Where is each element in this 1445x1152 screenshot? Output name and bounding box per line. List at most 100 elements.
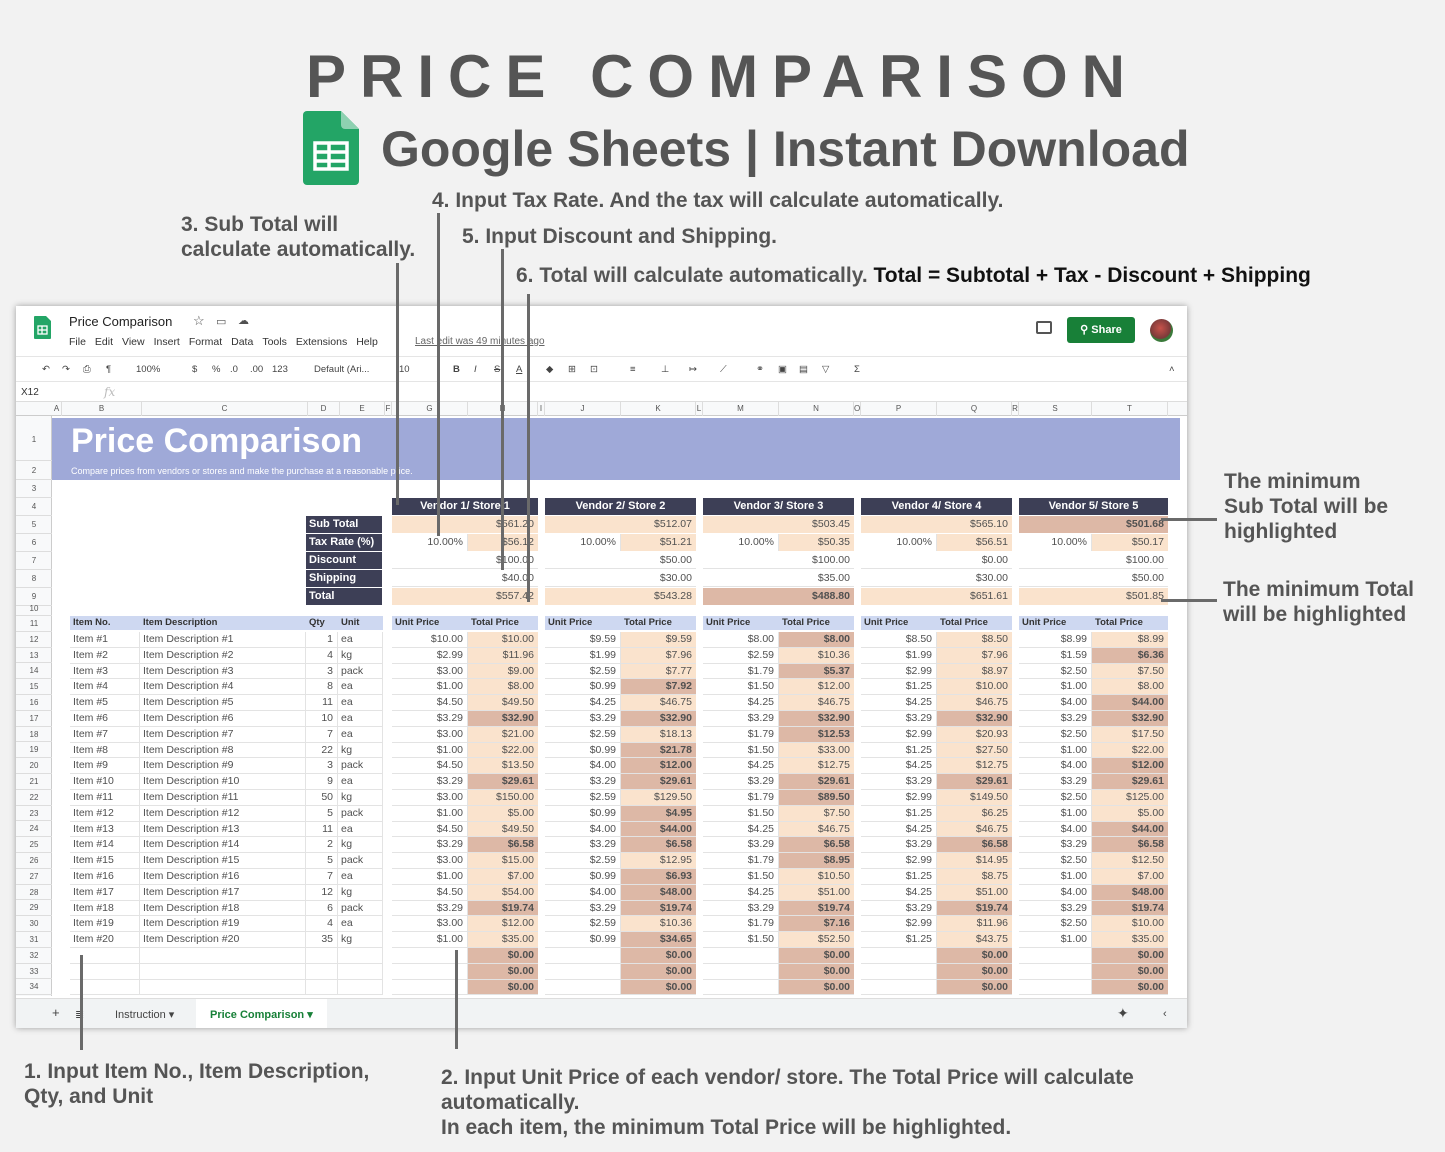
unit-price-cell[interactable] <box>861 948 937 964</box>
unit-price-cell[interactable]: $2.59 <box>545 663 621 680</box>
comment-icon[interactable] <box>1036 321 1052 334</box>
redo-icon[interactable]: ↷ <box>62 364 70 375</box>
unit-price-cell[interactable]: $4.25 <box>861 821 937 838</box>
menu-tools[interactable]: Tools <box>262 336 287 348</box>
unit-price-cell[interactable]: $2.50 <box>1019 916 1092 933</box>
row-header[interactable]: 31 <box>16 932 52 948</box>
unit-price-cell[interactable]: $0.99 <box>545 805 621 822</box>
item-description-cell[interactable]: Item Description #11 <box>140 790 306 806</box>
unit-price-cell[interactable]: $1.79 <box>703 853 779 869</box>
unit-cell[interactable]: kg <box>338 790 383 806</box>
item-description-cell[interactable]: Item Description #18 <box>140 900 306 917</box>
column-header[interactable]: M <box>703 402 779 416</box>
vendor-tax-rate[interactable]: 10.00% <box>703 534 779 551</box>
unit-price-cell[interactable]: $2.99 <box>861 726 937 743</box>
row-header[interactable]: 1 <box>16 418 52 461</box>
unit-price-cell[interactable]: $4.25 <box>703 884 779 901</box>
qty-cell[interactable]: 7 <box>306 869 338 885</box>
unit-price-cell[interactable] <box>703 948 779 964</box>
unit-price-cell[interactable]: $3.29 <box>703 711 779 727</box>
item-description-cell[interactable]: Item Description #7 <box>140 726 306 743</box>
unit-price-cell[interactable]: $1.00 <box>392 932 468 948</box>
unit-price-cell[interactable]: $2.99 <box>861 916 937 933</box>
qty-cell[interactable]: 5 <box>306 805 338 822</box>
qty-cell[interactable]: 22 <box>306 742 338 759</box>
qty-cell[interactable]: 4 <box>306 916 338 933</box>
percent-button[interactable]: % <box>212 364 221 375</box>
unit-price-cell[interactable]: $2.59 <box>545 853 621 869</box>
tab-instruction[interactable]: Instruction ▾ <box>115 1009 175 1021</box>
column-header[interactable]: E <box>340 402 385 416</box>
unit-price-cell[interactable] <box>392 963 468 980</box>
unit-price-cell[interactable]: $4.00 <box>1019 821 1092 838</box>
unit-price-cell[interactable]: $4.50 <box>392 821 468 838</box>
unit-price-cell[interactable]: $3.29 <box>545 774 621 790</box>
unit-cell[interactable]: ea <box>338 711 383 727</box>
row-header[interactable]: 16 <box>16 695 52 711</box>
unit-price-cell[interactable]: $2.59 <box>545 726 621 743</box>
name-box[interactable]: X12 <box>21 387 39 398</box>
row-header[interactable]: 4 <box>16 498 52 516</box>
unit-price-cell[interactable]: $4.50 <box>392 884 468 901</box>
unit-price-cell[interactable]: $2.59 <box>545 916 621 933</box>
unit-price-cell[interactable]: $4.00 <box>1019 884 1092 901</box>
all-sheets-icon[interactable]: ≣ <box>75 1008 84 1021</box>
unit-price-cell[interactable]: $2.50 <box>1019 663 1092 680</box>
menu-edit[interactable]: Edit <box>94 336 114 348</box>
unit-price-cell[interactable]: $3.00 <box>392 916 468 933</box>
unit-price-cell[interactable]: $0.99 <box>545 932 621 948</box>
vendor-shipping[interactable]: $40.00 <box>392 570 538 587</box>
item-description-cell[interactable]: Item Description #6 <box>140 711 306 727</box>
item-description-cell[interactable]: Item Description #17 <box>140 884 306 901</box>
vendor-shipping[interactable]: $30.00 <box>861 570 1012 587</box>
unit-price-cell[interactable]: $3.29 <box>545 900 621 917</box>
row-header[interactable]: 7 <box>16 552 52 570</box>
merge-cells-icon[interactable]: ⊡ <box>590 364 598 375</box>
column-header[interactable]: K <box>621 402 696 416</box>
unit-price-cell[interactable] <box>703 979 779 996</box>
vendor-tax-rate[interactable]: 10.00% <box>392 534 468 551</box>
sheet-subtitle[interactable]: Compare prices from vendors or stores an… <box>71 466 413 476</box>
insert-comment-icon[interactable]: ▣ <box>778 364 787 375</box>
align-vertical-icon[interactable]: ⊥ <box>661 364 670 375</box>
side-panel-toggle-icon[interactable]: ‹ <box>1163 1008 1167 1020</box>
unit-price-cell[interactable]: $3.29 <box>1019 711 1092 727</box>
column-header[interactable]: I <box>538 402 545 416</box>
add-sheet-icon[interactable]: + <box>52 1005 60 1020</box>
empty-cell[interactable] <box>140 979 306 996</box>
row-header[interactable]: 2 <box>16 461 52 480</box>
unit-price-cell[interactable]: $3.00 <box>392 663 468 680</box>
unit-price-cell[interactable]: $2.50 <box>1019 853 1092 869</box>
item-no-cell[interactable]: Item #8 <box>70 742 140 759</box>
unit-cell[interactable]: ea <box>338 695 383 711</box>
row-header[interactable]: 6 <box>16 534 52 552</box>
vendor-shipping[interactable]: $35.00 <box>703 570 854 587</box>
row-header[interactable]: 17 <box>16 711 52 727</box>
unit-cell[interactable]: kg <box>338 884 383 901</box>
unit-price-cell[interactable]: $4.00 <box>1019 695 1092 711</box>
unit-price-cell[interactable]: $3.29 <box>1019 900 1092 917</box>
item-no-cell[interactable]: Item #5 <box>70 695 140 711</box>
qty-cell[interactable]: 8 <box>306 679 338 696</box>
unit-price-cell[interactable]: $1.00 <box>392 742 468 759</box>
tab-price-comparison[interactable]: Price Comparison ▾ <box>196 999 327 1028</box>
cloud-status-icon[interactable]: ☁ <box>238 315 249 327</box>
unit-price-cell[interactable]: $4.50 <box>392 758 468 775</box>
unit-price-cell[interactable]: $1.00 <box>392 869 468 885</box>
unit-price-cell[interactable]: $3.29 <box>545 837 621 854</box>
row-header[interactable]: 25 <box>16 837 52 853</box>
unit-cell[interactable]: ea <box>338 774 383 790</box>
item-description-cell[interactable]: Item Description #13 <box>140 821 306 838</box>
unit-price-cell[interactable]: $1.00 <box>392 679 468 696</box>
unit-cell[interactable]: kg <box>338 932 383 948</box>
qty-cell[interactable]: 2 <box>306 837 338 854</box>
item-no-cell[interactable]: Item #11 <box>70 790 140 806</box>
unit-price-cell[interactable]: $3.29 <box>545 711 621 727</box>
unit-price-cell[interactable]: $1.50 <box>703 869 779 885</box>
unit-price-cell[interactable]: $1.59 <box>1019 647 1092 664</box>
item-description-cell[interactable]: Item Description #9 <box>140 758 306 775</box>
avatar[interactable] <box>1150 319 1173 342</box>
item-no-cell[interactable]: Item #9 <box>70 758 140 775</box>
row-header[interactable]: 18 <box>16 727 52 743</box>
item-description-cell[interactable]: Item Description #15 <box>140 853 306 869</box>
